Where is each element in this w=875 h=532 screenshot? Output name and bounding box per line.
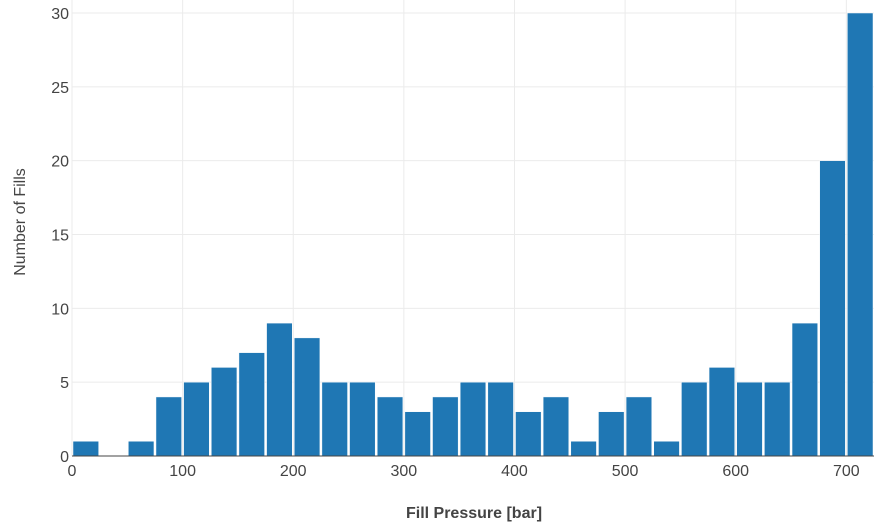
histogram-bar: [183, 381, 210, 457]
bars-layer: [72, 12, 874, 457]
histogram-bar: [128, 440, 155, 457]
histogram-bar: [847, 12, 874, 457]
histogram-bar: [764, 381, 791, 457]
histogram-bar: [376, 396, 404, 457]
histogram-bar: [293, 337, 321, 457]
y-tick-label: 5: [60, 375, 69, 392]
y-tick-label: 15: [51, 228, 69, 245]
y-tick-label: 0: [60, 449, 69, 466]
y-tick-label: 10: [51, 301, 69, 318]
histogram-bar: [155, 396, 182, 457]
histogram-bar: [653, 440, 680, 457]
x-tick-label: 700: [833, 463, 860, 480]
histogram-bar: [708, 367, 735, 457]
y-tick-label: 30: [51, 6, 69, 23]
x-axis-title: Fill Pressure [bar]: [406, 505, 542, 522]
histogram-bar: [515, 411, 542, 457]
x-tick-label: 300: [391, 463, 418, 480]
histogram-bar: [570, 440, 597, 457]
x-tick-label: 500: [612, 463, 639, 480]
histogram-bar: [266, 322, 293, 457]
ticks-layer: 0 100 200 300 400 500 600 700 0 5 10 15 20 25 30: [51, 6, 874, 480]
x-tick-label: 100: [169, 463, 196, 480]
histogram-bar: [404, 411, 431, 457]
histogram-bar: [321, 381, 348, 457]
histogram-bar: [459, 381, 487, 457]
histogram-bar: [625, 396, 653, 457]
histogram-bar: [681, 381, 708, 457]
histogram-bar: [349, 381, 376, 457]
histogram-bar: [791, 322, 818, 457]
histogram-bar: [238, 352, 265, 457]
y-axis-title: Number of Fills: [12, 168, 29, 276]
histogram-bar: [542, 396, 570, 457]
y-tick-label: 25: [51, 80, 69, 97]
histogram-bar: [819, 160, 846, 457]
histogram-bar: [72, 440, 99, 457]
histogram-bar: [432, 396, 459, 457]
x-tick-label: 600: [722, 463, 749, 480]
histogram-bar: [736, 381, 763, 457]
x-tick-label: 0: [68, 463, 77, 480]
histogram-bar: [211, 367, 238, 457]
y-tick-label: 20: [51, 154, 69, 171]
x-tick-label: 400: [501, 463, 528, 480]
histogram-bar: [598, 411, 625, 457]
histogram-bar: [487, 381, 514, 457]
x-tick-label: 200: [280, 463, 307, 480]
